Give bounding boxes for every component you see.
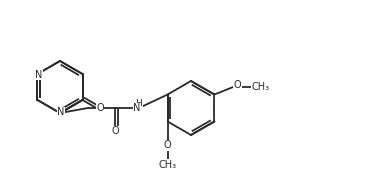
Text: O: O (96, 103, 104, 113)
Text: O: O (111, 126, 119, 136)
Text: N: N (35, 70, 42, 80)
Text: CH₃: CH₃ (251, 81, 269, 91)
Text: N: N (133, 103, 141, 113)
Text: H: H (136, 98, 142, 107)
Text: CH₃: CH₃ (159, 159, 177, 169)
Text: O: O (164, 140, 171, 150)
Text: N: N (57, 107, 65, 117)
Text: O: O (233, 80, 241, 89)
